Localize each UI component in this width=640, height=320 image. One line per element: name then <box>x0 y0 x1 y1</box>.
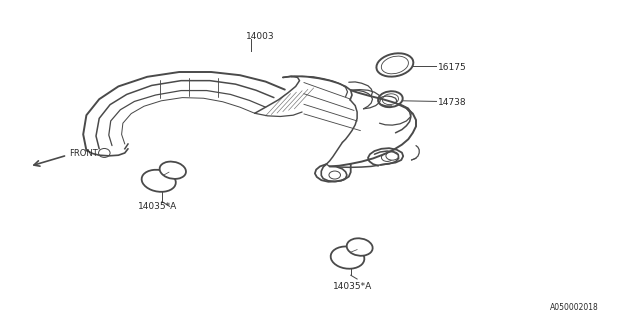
Text: 14035*A: 14035*A <box>333 282 372 291</box>
Ellipse shape <box>99 148 110 157</box>
Ellipse shape <box>381 56 408 74</box>
Ellipse shape <box>378 91 403 107</box>
Text: A050002018: A050002018 <box>550 303 599 312</box>
Ellipse shape <box>376 53 413 76</box>
Ellipse shape <box>347 238 372 256</box>
Ellipse shape <box>381 154 393 162</box>
Ellipse shape <box>141 170 176 192</box>
Ellipse shape <box>159 162 186 179</box>
Ellipse shape <box>386 152 399 160</box>
Text: 16175: 16175 <box>438 63 467 72</box>
Ellipse shape <box>382 94 399 105</box>
Text: 14003: 14003 <box>246 32 275 41</box>
Text: 14035*A: 14035*A <box>138 202 177 211</box>
Ellipse shape <box>331 246 364 269</box>
Text: 14738: 14738 <box>438 98 467 107</box>
Text: FRONT: FRONT <box>69 149 98 158</box>
Ellipse shape <box>329 171 340 179</box>
